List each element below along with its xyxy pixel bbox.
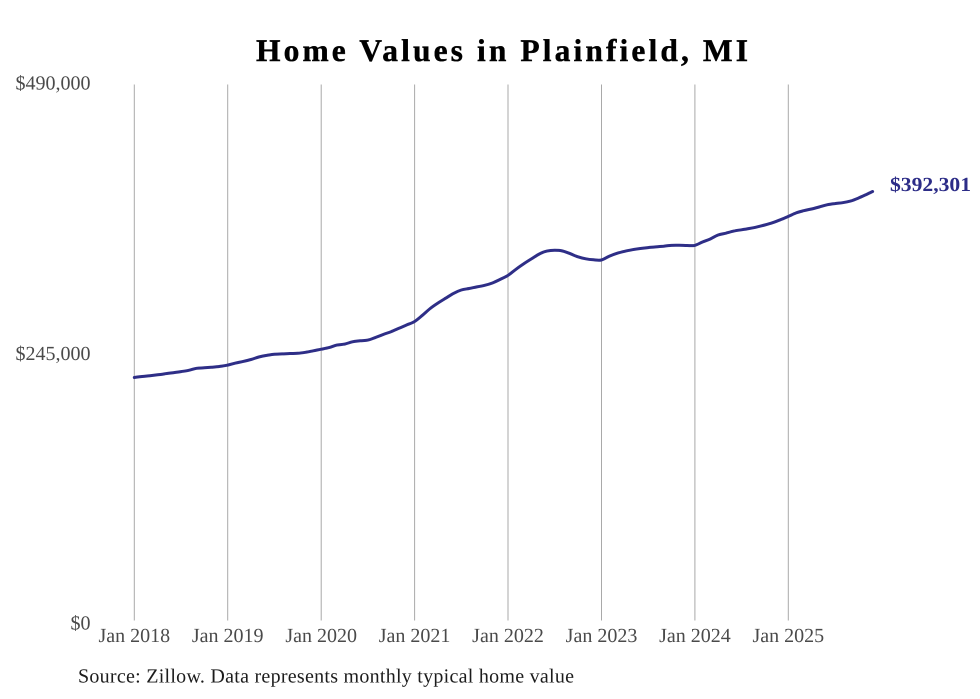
svg-text:Jan 2019: Jan 2019 <box>192 625 264 647</box>
svg-text:Jan 2025: Jan 2025 <box>752 625 824 647</box>
svg-text:$245,000: $245,000 <box>16 343 91 365</box>
svg-text:Jan 2022: Jan 2022 <box>472 625 544 647</box>
svg-text:Jan 2024: Jan 2024 <box>659 625 731 647</box>
svg-text:Source: Zillow. Data represent: Source: Zillow. Data represents monthly … <box>78 666 574 688</box>
svg-text:Jan 2018: Jan 2018 <box>98 625 170 647</box>
svg-text:$392,301: $392,301 <box>890 174 971 196</box>
svg-text:Jan 2023: Jan 2023 <box>566 625 638 647</box>
svg-text:$490,000: $490,000 <box>16 73 91 95</box>
svg-text:Jan 2020: Jan 2020 <box>285 625 357 647</box>
svg-text:Jan 2021: Jan 2021 <box>379 625 451 647</box>
svg-text:Home Values in Plainfield, MI: Home Values in Plainfield, MI <box>256 33 748 68</box>
svg-text:$0: $0 <box>71 612 91 634</box>
